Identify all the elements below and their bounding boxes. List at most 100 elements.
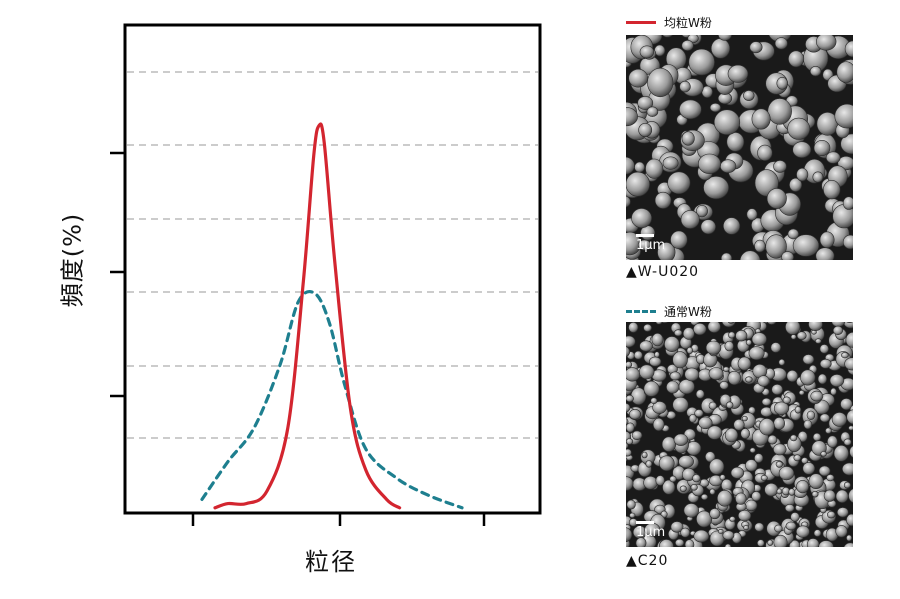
powder-particle [746, 208, 758, 221]
scale-bar-2: 1μm [636, 521, 665, 539]
powder-particle [680, 527, 691, 538]
powder-particle [819, 413, 830, 423]
sem-image-w-u020: 1μm [626, 35, 853, 260]
powder-particle [643, 380, 660, 397]
powder-particle [679, 80, 691, 93]
powder-particle [639, 340, 653, 352]
powder-particle [719, 159, 737, 173]
powder-particle [655, 322, 663, 325]
powder-particle [819, 358, 832, 369]
powder-particle [802, 354, 815, 365]
powder-particle [819, 344, 830, 354]
powder-particle [819, 231, 835, 249]
powder-particle [703, 176, 730, 200]
powder-particle [760, 474, 768, 481]
powder-particle [766, 188, 787, 209]
powder-particle [842, 462, 853, 476]
powder-particle [842, 196, 853, 210]
powder-particle [693, 322, 707, 336]
powder-particle [727, 322, 735, 324]
powder-particle [782, 396, 791, 404]
powder-particle [841, 352, 849, 359]
powder-particle [743, 90, 755, 101]
sem-particles-small [626, 322, 853, 547]
powder-particle [810, 390, 824, 402]
powder-particle [826, 435, 838, 448]
powder-particle [766, 322, 777, 325]
powder-particle [695, 389, 705, 399]
scale-bar-line [636, 521, 654, 524]
powder-particle [787, 228, 800, 240]
powder-particle [813, 399, 830, 415]
powder-particle [849, 445, 853, 458]
powder-particle [832, 325, 844, 335]
powder-particle [775, 461, 783, 468]
series-uniform-w-powder [213, 122, 402, 510]
powder-particle [704, 451, 716, 463]
powder-particle [707, 322, 721, 333]
powder-particle [808, 473, 824, 489]
powder-particle [658, 455, 675, 472]
powder-particle [700, 219, 717, 235]
powder-particle [708, 367, 724, 380]
powder-particle [778, 358, 786, 366]
powder-particle [661, 436, 677, 452]
powder-particle [751, 108, 771, 130]
powder-particle [661, 35, 674, 38]
powder-particle [660, 322, 669, 324]
powder-particle [773, 417, 785, 430]
y-axis-label-container: 頻度(%) [40, 170, 100, 350]
powder-particle [820, 451, 827, 457]
powder-particle [694, 409, 704, 418]
powder-particle [765, 234, 787, 259]
powder-particle [647, 67, 674, 98]
powder-particle [679, 99, 702, 120]
powder-particle [722, 530, 735, 540]
powder-particle [646, 106, 659, 117]
powder-particle [848, 425, 853, 431]
powder-particle [818, 465, 831, 477]
plot-frame [123, 23, 542, 515]
powder-particle [790, 334, 797, 340]
powder-particle [637, 96, 654, 110]
powder-particle [651, 333, 664, 347]
powder-particle [843, 481, 851, 489]
powder-particle [645, 158, 664, 179]
powder-particle [831, 412, 847, 427]
powder-particle [728, 331, 736, 339]
powder-particle [696, 510, 713, 528]
powder-particle [633, 350, 643, 360]
powder-particle [698, 153, 722, 174]
powder-particle [788, 488, 796, 496]
powder-particle [708, 401, 717, 410]
powder-particle [806, 410, 816, 421]
powder-particle [629, 512, 636, 519]
powder-particle [761, 397, 772, 406]
powder-particle [650, 397, 658, 404]
powder-particle [729, 516, 736, 522]
powder-particle [778, 466, 795, 481]
powder-particle [789, 177, 803, 192]
powder-particle [802, 462, 816, 475]
powder-particle [826, 474, 835, 482]
powder-particle [672, 396, 689, 413]
powder-particle [798, 389, 805, 396]
legend-solid-line [626, 21, 656, 24]
powder-particle [815, 338, 822, 344]
powder-particle [806, 538, 820, 547]
powder-particle [754, 522, 765, 532]
powder-particle [745, 339, 752, 346]
powder-particle [700, 493, 709, 501]
powder-particle [674, 538, 685, 547]
powder-particle [662, 156, 679, 170]
powder-particle [626, 476, 634, 491]
powder-particle [735, 492, 747, 505]
powder-particle [737, 509, 752, 522]
powder-particle [846, 513, 853, 527]
powder-particle [740, 428, 750, 439]
powder-particle [764, 483, 779, 497]
powder-particle [797, 430, 808, 443]
legend-dashed-line [626, 310, 656, 313]
powder-particle [717, 35, 733, 41]
powder-particle [795, 525, 810, 538]
